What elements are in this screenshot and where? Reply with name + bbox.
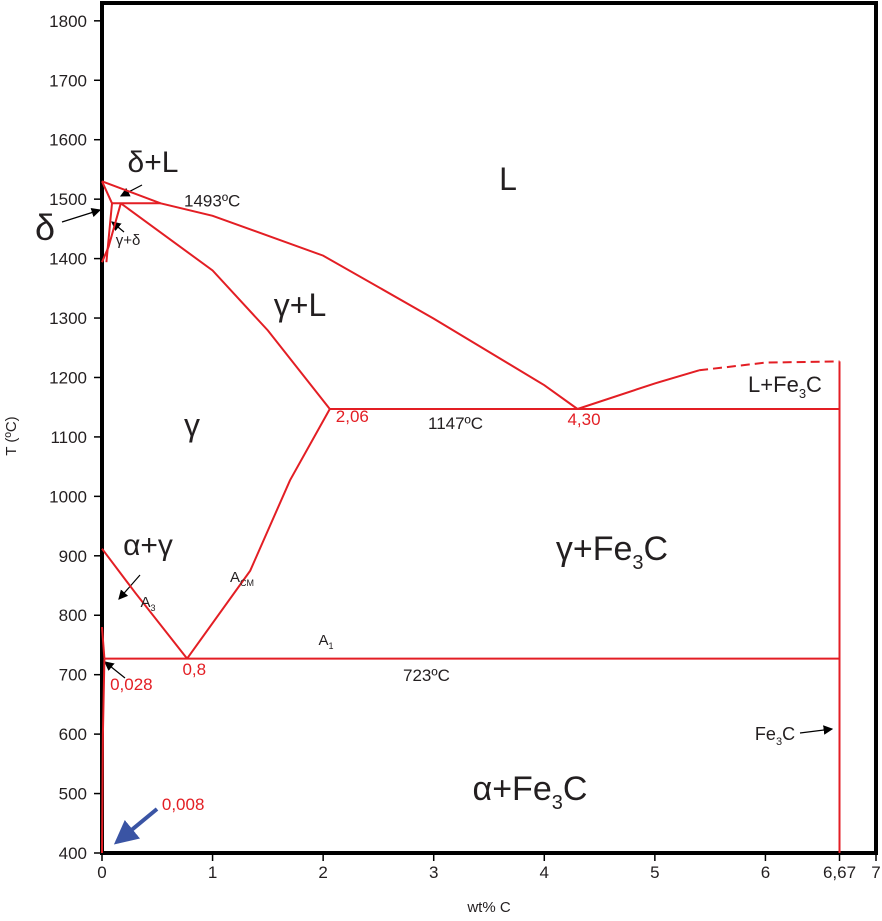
subscript: 3 — [799, 386, 806, 401]
region-label: ACM — [230, 569, 254, 588]
y-tick-label: 600 — [59, 725, 87, 744]
composition-label: 0,028 — [110, 675, 153, 694]
label-part: C — [563, 770, 588, 808]
y-tick-label: 1700 — [49, 71, 87, 90]
y-tick-label: 1800 — [49, 12, 87, 31]
phase-boundary — [101, 627, 106, 659]
subscript: 3 — [151, 603, 156, 613]
phase-boundary — [101, 203, 122, 263]
y-tick-label: 1000 — [49, 487, 87, 506]
y-tick-label: 800 — [59, 606, 87, 625]
arrow — [104, 661, 126, 679]
region-label: α+γ — [123, 529, 173, 562]
region-label: γ+L — [274, 287, 326, 323]
y-tick-label: 1500 — [49, 190, 87, 209]
label-part: C — [782, 724, 795, 744]
arrow — [111, 221, 125, 233]
y-tick-label: 1300 — [49, 309, 87, 328]
label-part: α+Fe — [473, 770, 552, 808]
isotherm-label: 1147ºC — [428, 414, 483, 433]
y-tick-label: 1400 — [49, 250, 87, 269]
label-part: C — [644, 530, 669, 568]
arrow — [113, 807, 159, 845]
y-tick-label: 400 — [59, 844, 87, 863]
label-part: A — [318, 632, 328, 649]
x-tick-label: 6 — [761, 863, 770, 882]
arrow — [118, 574, 141, 600]
label-part: γ+Fe — [556, 530, 633, 568]
label-part: δ+L — [128, 146, 179, 179]
x-tick-label: 2 — [318, 863, 327, 882]
region-label: Fe3C — [755, 724, 795, 748]
isotherm-label: 723ºC — [403, 666, 450, 685]
subscript: 3 — [776, 736, 782, 748]
plot-frame — [100, 1, 878, 855]
region-label: L — [499, 161, 517, 197]
isotherm-label: 1493ºC — [184, 191, 240, 210]
arrows — [61, 184, 834, 845]
region-label: γ+Fe3C — [556, 530, 668, 574]
subscript: CM — [240, 578, 254, 588]
label-part: Fe — [755, 724, 776, 744]
region-label: A1 — [318, 632, 333, 651]
arrow — [61, 207, 102, 223]
phase-boundary — [101, 548, 188, 660]
label-part: γ — [184, 407, 200, 443]
x-tick-label: 0 — [97, 863, 106, 882]
region-label: γ+δ — [116, 232, 141, 249]
phase-boundary — [120, 202, 331, 410]
label-part: δ — [35, 207, 55, 248]
subscript: 1 — [329, 641, 334, 651]
x-tick-label: 6,67 — [823, 863, 856, 882]
phase-boundary — [101, 180, 114, 263]
y-tick-label: 1200 — [49, 368, 87, 387]
x-tick-label: 7 — [871, 863, 880, 882]
y-tick-label: 500 — [59, 785, 87, 804]
y-tick-label: 900 — [59, 547, 87, 566]
x-tick-label: 5 — [650, 863, 659, 882]
label-part: A — [140, 594, 150, 611]
label-part: L+Fe — [748, 372, 799, 397]
region-label: A3 — [140, 594, 155, 613]
phase-boundary — [101, 658, 106, 854]
region-label: δ — [35, 207, 55, 248]
subscript: 3 — [552, 792, 563, 814]
composition-label: 0,008 — [162, 795, 205, 814]
phase-boundary — [577, 369, 700, 410]
label-part: γ+δ — [116, 232, 141, 249]
y-tick-label: 1600 — [49, 131, 87, 150]
phase-boundary — [186, 408, 331, 660]
label-part: γ+L — [274, 287, 326, 323]
x-axis-label: wt% C — [466, 899, 511, 916]
region-label: δ+L — [128, 146, 179, 179]
region-label: α+Fe3C — [473, 770, 588, 814]
label-part: A — [230, 569, 240, 586]
label-part: C — [806, 372, 822, 397]
y-tick-label: 1100 — [50, 428, 87, 447]
region-label: γ — [184, 407, 200, 443]
y-tick-label: 700 — [59, 666, 87, 685]
arrow — [799, 725, 834, 735]
x-tick-label: 4 — [540, 863, 549, 882]
phase-boundary — [101, 180, 579, 410]
subscript: 3 — [632, 552, 643, 574]
x-tick-label: 3 — [429, 863, 438, 882]
composition-label: 2,06 — [336, 407, 369, 426]
phase-boundary — [698, 360, 840, 372]
x-tick-label: 1 — [208, 863, 217, 882]
y-axis-label: T (ºC) — [3, 416, 20, 455]
label-part: α+γ — [123, 529, 173, 562]
composition-label: 4,30 — [567, 410, 600, 429]
composition-label: 0,8 — [182, 660, 206, 679]
label-part: L — [499, 161, 517, 197]
region-label: L+Fe3C — [748, 372, 822, 401]
arrow — [119, 184, 143, 197]
